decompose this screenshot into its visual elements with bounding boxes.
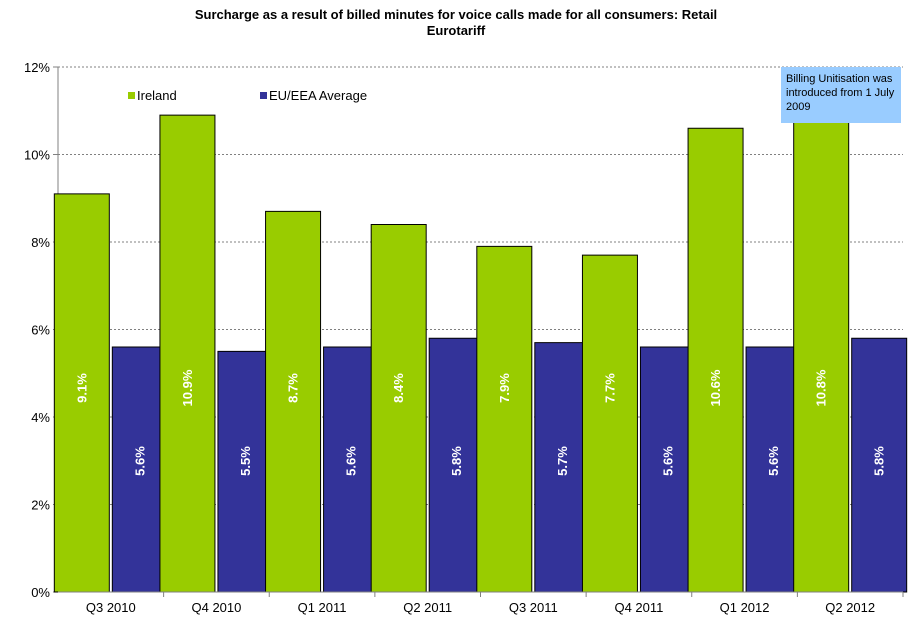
y-tick-label: 12% — [24, 60, 50, 75]
bar-eu-average — [534, 342, 591, 593]
data-label-ireland: 10.6% — [708, 369, 723, 406]
data-label-ireland: 8.7% — [286, 373, 301, 403]
legend: Ireland EU/EEA Average — [128, 88, 367, 103]
y-tick-label: 8% — [31, 235, 50, 250]
x-axis: Q3 2010 Q4 2010 Q1 2011 Q2 2011 Q3 2011 Q4 20… — [58, 591, 904, 615]
bar-eu-average — [639, 346, 696, 593]
data-label-ireland: 9.1% — [74, 373, 89, 403]
legend-label-eu-average: EU/EEA Average — [269, 88, 367, 103]
bar-ireland — [159, 114, 216, 593]
bar-eu-average — [111, 346, 168, 593]
bar-ireland — [53, 193, 110, 593]
data-label-eu-average: 5.6% — [344, 446, 359, 476]
data-label-ireland: 7.7% — [602, 373, 617, 403]
x-tick-label: Q3 2010 — [86, 600, 136, 615]
bar-eu-average — [851, 337, 908, 593]
annotation-background — [781, 67, 901, 123]
bar-ireland — [476, 245, 533, 593]
data-label-ireland: 10.8% — [814, 369, 829, 406]
data-label-eu-average: 5.6% — [766, 446, 781, 476]
x-tick-label: Q3 2011 — [509, 600, 558, 615]
x-tick-label: Q1 2012 — [720, 600, 770, 615]
annotation-box: Billing Unitisation was introduced from … — [781, 67, 901, 123]
bar-ireland — [793, 119, 850, 593]
data-label-eu-average: 5.8% — [872, 446, 887, 476]
x-tick-label: Q4 2011 — [614, 600, 663, 615]
x-tick-label: Q2 2011 — [403, 600, 452, 615]
annotation-line-3: 2009 — [786, 101, 810, 113]
x-tick-label: Q4 2010 — [192, 600, 242, 615]
data-label-ireland: 8.4% — [391, 373, 406, 403]
bars: 9.1% 5.6% 10.9% 5.5% 8.7% 5.6% 8.4% 5.8% 7.9% 5.7… — [53, 114, 908, 593]
annotation-line-2: introduced from 1 July — [786, 87, 895, 99]
chart-title: Surcharge as a result of billed minutes … — [195, 7, 717, 22]
chart-subtitle: Eurotariff — [427, 23, 486, 38]
y-tick-label: 6% — [31, 323, 50, 338]
legend-swatch-eu-average — [260, 92, 267, 99]
x-tick-label: Q1 2011 — [298, 600, 347, 615]
data-label-eu-average: 5.7% — [555, 446, 570, 476]
annotation-line-1: Billing Unitisation was — [786, 73, 893, 85]
bar-ireland — [265, 210, 322, 593]
y-tick-label: 0% — [31, 585, 50, 600]
legend-swatch-ireland — [128, 92, 135, 99]
bar-ireland — [687, 127, 744, 593]
data-label-ireland: 7.9% — [497, 373, 512, 403]
y-tick-label: 2% — [31, 498, 50, 513]
legend-label-ireland: Ireland — [137, 88, 177, 103]
bar-eu-average — [217, 350, 274, 593]
data-label-eu-average: 5.5% — [238, 446, 253, 476]
data-label-ireland: 10.9% — [180, 369, 195, 406]
y-tick-label: 10% — [24, 148, 50, 163]
bar-eu-average — [745, 346, 802, 593]
data-label-eu-average: 5.6% — [660, 446, 675, 476]
y-tick-label: 4% — [31, 410, 50, 425]
data-label-eu-average: 5.6% — [132, 446, 147, 476]
bar-ireland — [581, 254, 638, 593]
x-tick-label: Q2 2012 — [825, 600, 875, 615]
y-axis: 0% 2% 4% 6% 8% 10% 12% — [24, 60, 59, 600]
data-label-eu-average: 5.8% — [449, 446, 464, 476]
bar-ireland — [370, 224, 427, 593]
